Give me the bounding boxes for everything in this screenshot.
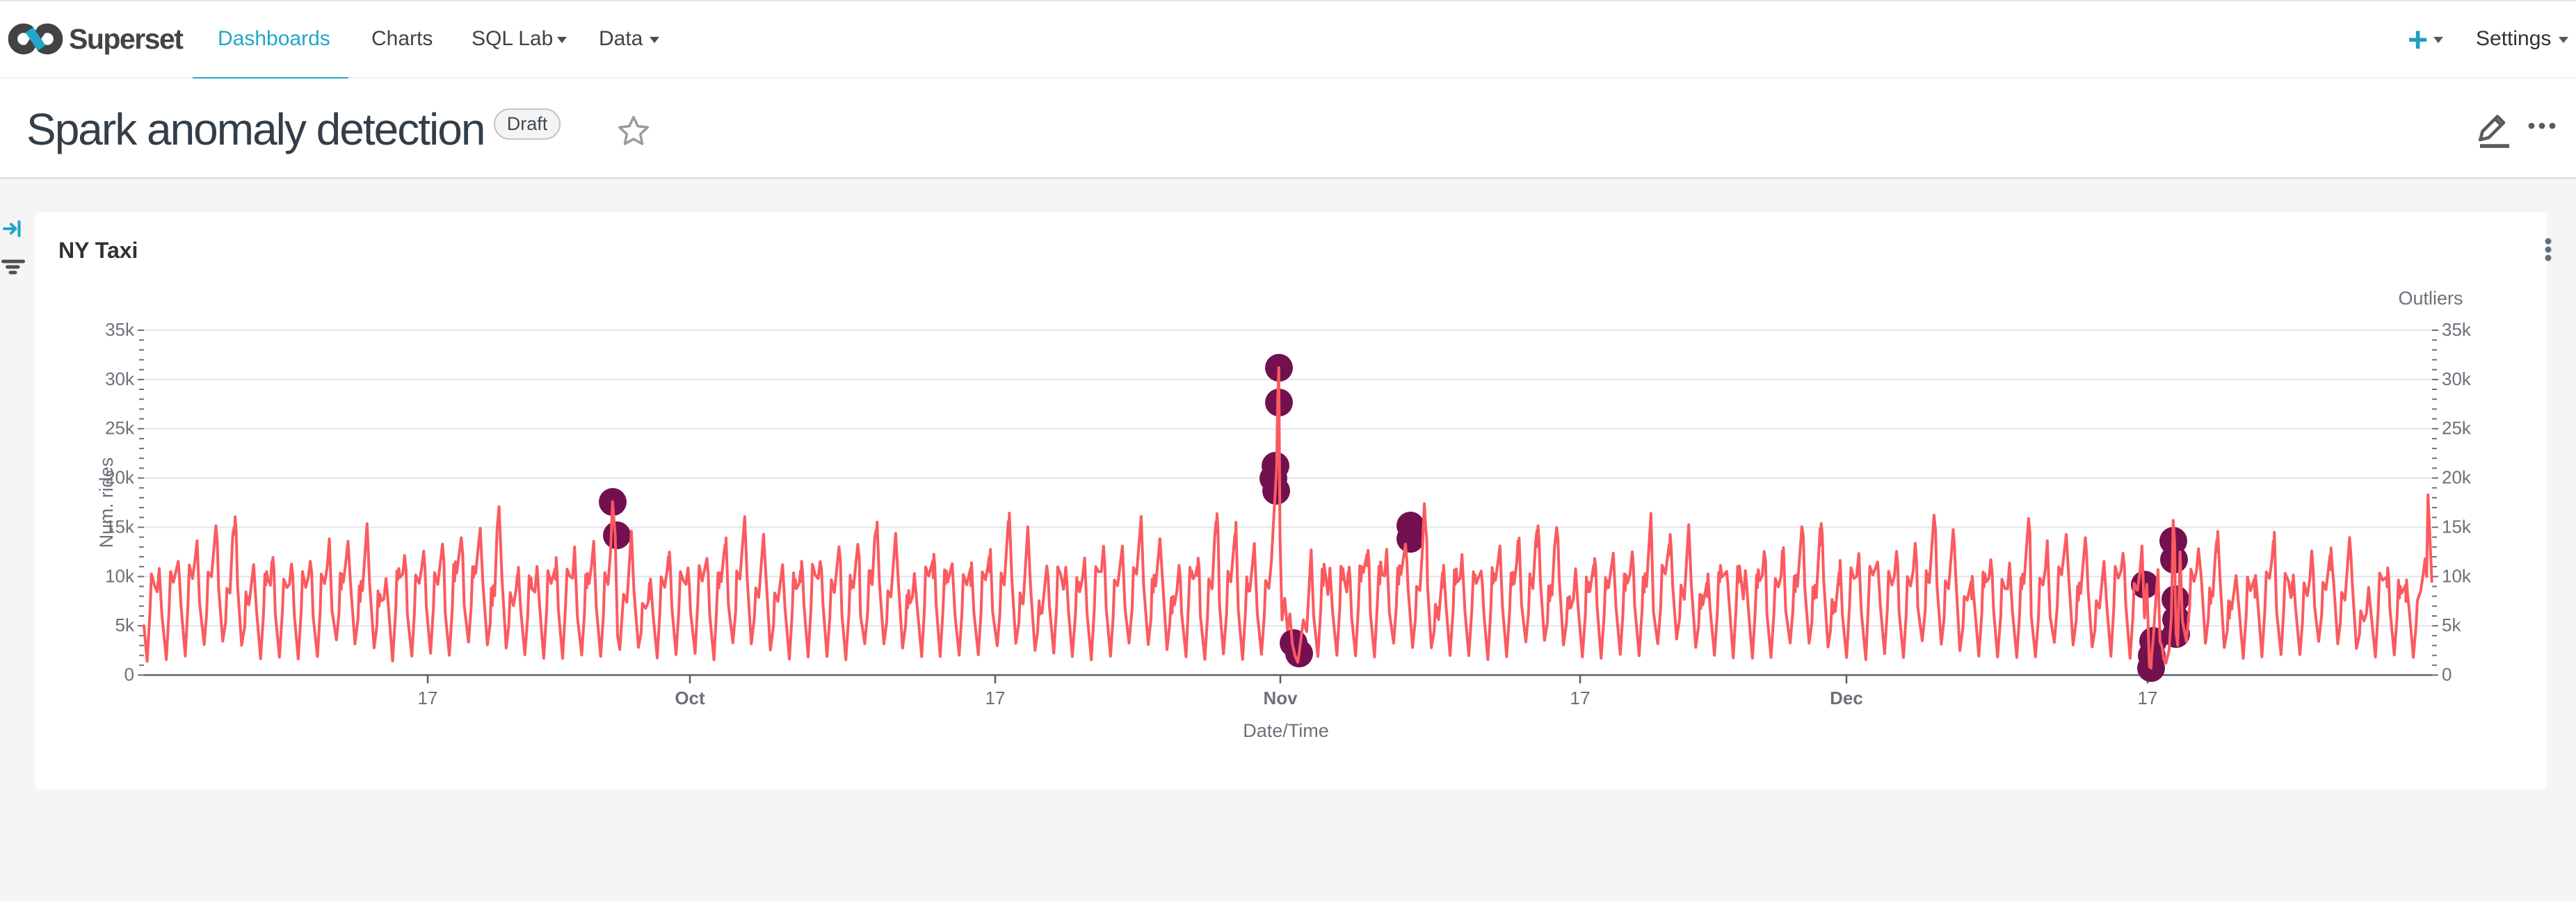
svg-text:17: 17 xyxy=(2138,688,2158,708)
svg-text:30k: 30k xyxy=(2442,368,2472,389)
svg-text:20k: 20k xyxy=(105,467,135,488)
svg-text:17: 17 xyxy=(418,688,438,708)
svg-text:25k: 25k xyxy=(105,418,135,439)
svg-text:0: 0 xyxy=(2442,664,2452,685)
svg-text:0: 0 xyxy=(124,664,134,685)
svg-text:10k: 10k xyxy=(105,565,135,586)
svg-text:17: 17 xyxy=(1570,688,1591,708)
svg-text:10k: 10k xyxy=(2442,565,2472,586)
svg-text:Nov: Nov xyxy=(1263,688,1298,708)
svg-text:5k: 5k xyxy=(115,615,135,635)
svg-text:25k: 25k xyxy=(2442,418,2472,439)
svg-text:30k: 30k xyxy=(105,368,135,389)
svg-text:15k: 15k xyxy=(2442,516,2472,537)
svg-text:Num. rides: Num. rides xyxy=(96,457,117,549)
svg-text:Outliers: Outliers xyxy=(2398,288,2463,309)
svg-text:20k: 20k xyxy=(2442,467,2472,488)
svg-text:15k: 15k xyxy=(105,516,135,537)
svg-text:17: 17 xyxy=(985,688,1006,708)
svg-text:Date/Time: Date/Time xyxy=(1243,720,1329,741)
svg-text:Oct: Oct xyxy=(675,688,705,708)
svg-text:35k: 35k xyxy=(105,319,135,340)
svg-text:35k: 35k xyxy=(2442,319,2472,340)
svg-text:5k: 5k xyxy=(2442,615,2461,635)
svg-text:Dec: Dec xyxy=(1830,688,1863,708)
